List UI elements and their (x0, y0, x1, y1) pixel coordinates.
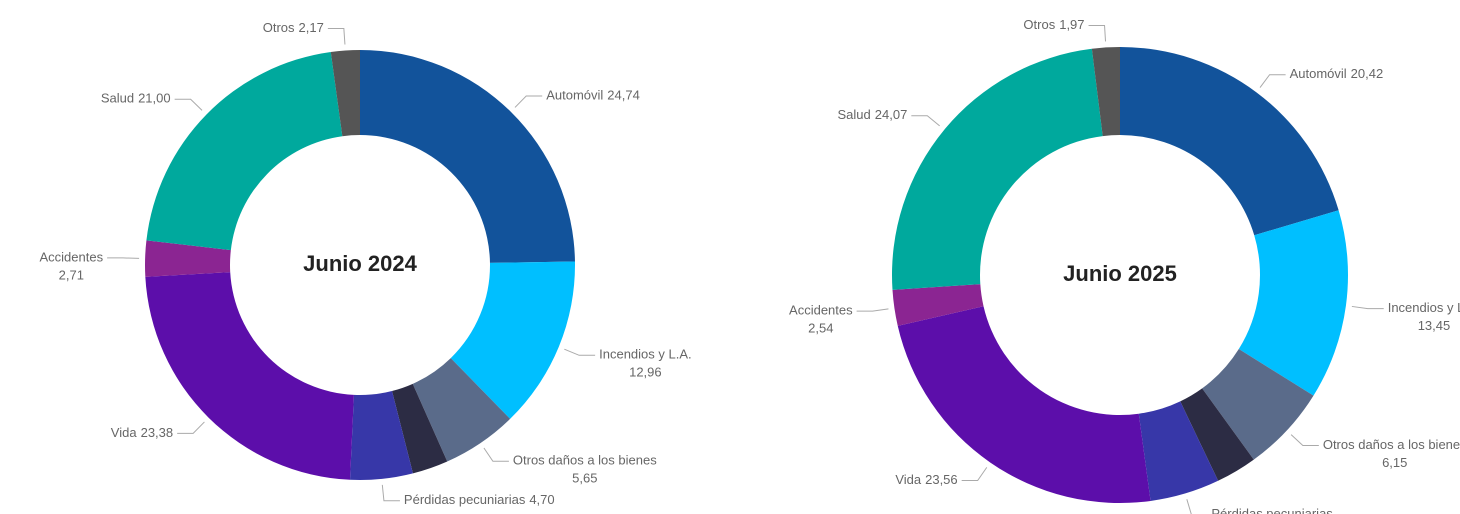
donut-slice (892, 48, 1103, 290)
slice-value: 20,42 (1351, 66, 1384, 81)
donut-slice (450, 261, 575, 419)
donut-slice (1120, 47, 1339, 236)
donut-slice (412, 358, 511, 462)
donut-slice (1202, 349, 1314, 460)
donut-slice (1138, 401, 1219, 501)
donut-slice (350, 390, 413, 480)
leader-line (174, 98, 203, 111)
leader-line (911, 115, 940, 127)
donut-slice (146, 51, 343, 251)
leader-line (381, 484, 400, 502)
leader-line (1088, 24, 1107, 42)
slice-value: 5,65 (572, 471, 597, 486)
slice-label: Otros daños a los bienes (1323, 437, 1460, 452)
leader-line (483, 447, 509, 462)
slice-value: 1,97 (1059, 17, 1084, 32)
donut-slice (897, 306, 1151, 503)
chart-title: Junio 2024 (303, 251, 417, 276)
slice-label: Pérdidas pecuniarias (404, 492, 526, 507)
slice-label: Automóvil (1290, 66, 1347, 81)
leader-line (1351, 305, 1384, 310)
slice-label: Otros (263, 20, 295, 35)
leader-line (856, 308, 889, 312)
leader-line (1290, 434, 1319, 447)
slice-label: Vida (111, 425, 138, 440)
slice-label: Salud (101, 91, 134, 106)
slice-value: 24,07 (875, 107, 908, 122)
slice-label: Accidentes (40, 249, 104, 264)
leader-line (177, 421, 205, 434)
slice-value: 13,45 (1418, 318, 1451, 333)
slice-label: Otros (1023, 17, 1055, 32)
slice-value: 2,71 (59, 267, 84, 282)
donut-slice (1238, 210, 1348, 396)
donut-slice (1091, 47, 1120, 137)
donut-slice (892, 284, 984, 326)
donut-slice (360, 50, 575, 263)
donut-slice (145, 272, 354, 480)
donut-slice (330, 50, 360, 137)
donut-slice (1180, 388, 1254, 481)
donut-slice (392, 383, 448, 474)
leader-line (514, 95, 543, 108)
slice-value: 23,38 (141, 425, 174, 440)
slice-label: Accidentes (789, 303, 853, 318)
slice-value: 12,96 (629, 365, 662, 380)
slice-label: Incendios y L.A. (599, 347, 692, 362)
slice-value: 2,54 (808, 321, 833, 336)
slice-value: 6,15 (1382, 455, 1407, 470)
leader-line (327, 28, 346, 45)
slice-label: Otros daños a los bienes (513, 453, 657, 468)
slice-value: 2,17 (299, 20, 324, 35)
slice-label: Automóvil (546, 87, 603, 102)
leader-line (564, 348, 596, 356)
slice-value: 4,70 (529, 492, 554, 507)
slice-value: 21,00 (138, 91, 171, 106)
slice-label: Incendios y L.A. (1388, 300, 1460, 315)
leader-line (1259, 74, 1286, 88)
slice-label: Salud (838, 107, 871, 122)
slice-label: Vida (895, 472, 922, 487)
donut-slice (145, 240, 231, 277)
slice-label: Pérdidas pecuniarias (1211, 506, 1333, 514)
leader-line (1186, 499, 1192, 514)
chart-title: Junio 2025 (1063, 261, 1177, 286)
slice-value: 24,74 (607, 87, 640, 102)
slice-value: 23,56 (925, 472, 958, 487)
leader-line (961, 467, 988, 482)
